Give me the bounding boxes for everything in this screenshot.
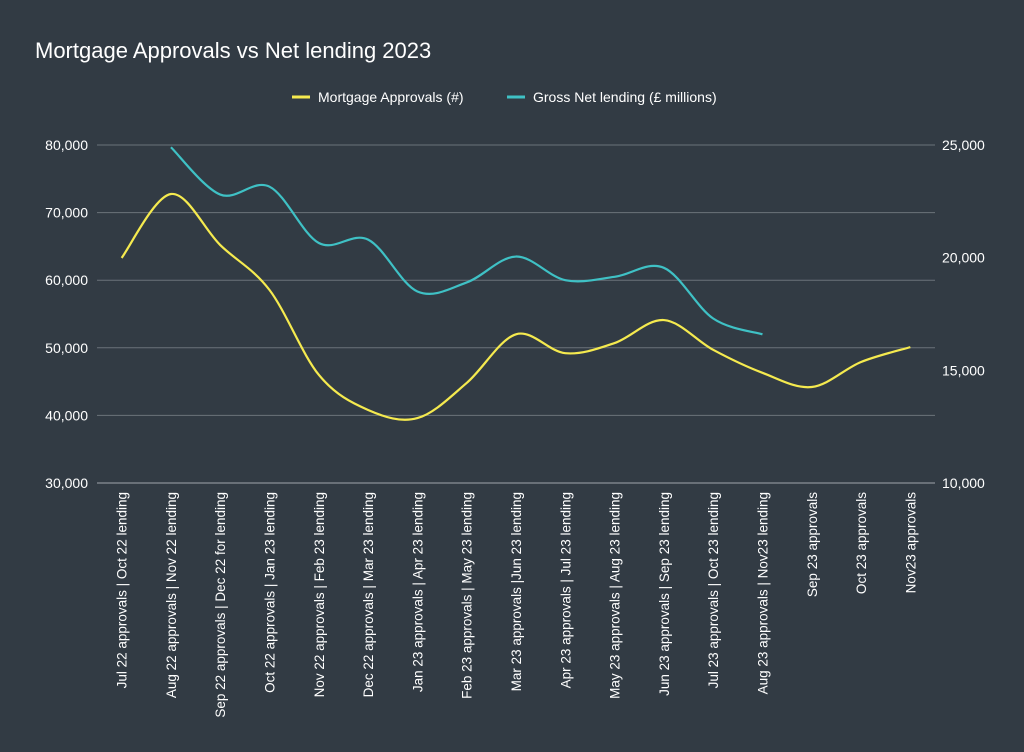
x-tick-label: Aug 23 approvals | Nov23 lending bbox=[755, 492, 770, 694]
left-axis: 30,000 40,000 50,000 60,000 70,000 80,000 bbox=[45, 137, 88, 491]
x-tick-label: Oct 22 approvals | Jan 23 lending bbox=[263, 492, 278, 693]
left-tick-label: 70,000 bbox=[45, 205, 88, 221]
legend-label: Gross Net lending (£ millions) bbox=[533, 89, 717, 105]
x-tick-label: Jul 23 approvals | Oct 23 lending bbox=[706, 492, 721, 688]
left-tick-label: 60,000 bbox=[45, 272, 88, 288]
left-tick-label: 50,000 bbox=[45, 340, 88, 356]
right-tick-label: 10,000 bbox=[942, 475, 985, 491]
x-tick-label: Apr 23 approvals | Jul 23 lending bbox=[558, 492, 573, 688]
left-tick-label: 80,000 bbox=[45, 137, 88, 153]
right-tick-label: 25,000 bbox=[942, 137, 985, 153]
x-tick-label: Aug 22 approvals | Nov 22 lending bbox=[164, 492, 179, 698]
x-tick-label: Sep 22 approvals | Dec 22 for lending bbox=[213, 492, 228, 718]
x-axis: Jul 22 approvals | Oct 22 lending Aug 22 … bbox=[115, 492, 919, 718]
x-tick-label: Oct 23 approvals bbox=[854, 492, 869, 594]
x-tick-label: Nov23 approvals bbox=[903, 492, 918, 594]
right-tick-label: 20,000 bbox=[942, 250, 985, 266]
left-tick-label: 30,000 bbox=[45, 475, 88, 491]
x-tick-label: Feb 23 approvals | May 23 lending bbox=[460, 492, 475, 699]
series-lines bbox=[120, 146, 911, 421]
x-tick-label: Dec 22 approvals | Mar 23 lending bbox=[361, 492, 376, 697]
x-tick-label: May 23 approvals | Aug 23 lending bbox=[608, 492, 623, 699]
right-tick-label: 15,000 bbox=[942, 362, 985, 378]
chart-title: Mortgage Approvals vs Net lending 2023 bbox=[35, 38, 431, 63]
legend: Mortgage Approvals (#) Gross Net lending … bbox=[292, 89, 717, 105]
x-tick-label: Nov 22 approvals | Feb 23 lending bbox=[312, 492, 327, 697]
series-line-mortgage-approvals bbox=[120, 192, 911, 421]
gridlines bbox=[97, 144, 935, 484]
legend-label: Mortgage Approvals (#) bbox=[318, 89, 464, 105]
x-tick-label: Jan 23 approvals | Apr 23 lending bbox=[410, 492, 425, 692]
right-axis: 10,000 15,000 20,000 25,000 bbox=[942, 137, 985, 491]
x-tick-label: Mar 23 approvals |Jun 23 lending bbox=[509, 492, 524, 691]
x-tick-label: Sep 23 approvals bbox=[805, 492, 820, 597]
x-tick-label: Jun 23 approvals | Sep 23 lending bbox=[657, 492, 672, 696]
x-tick-label: Jul 22 approvals | Oct 22 lending bbox=[115, 492, 130, 688]
series-line-gross-net-lending bbox=[170, 146, 763, 336]
left-tick-label: 40,000 bbox=[45, 407, 88, 423]
